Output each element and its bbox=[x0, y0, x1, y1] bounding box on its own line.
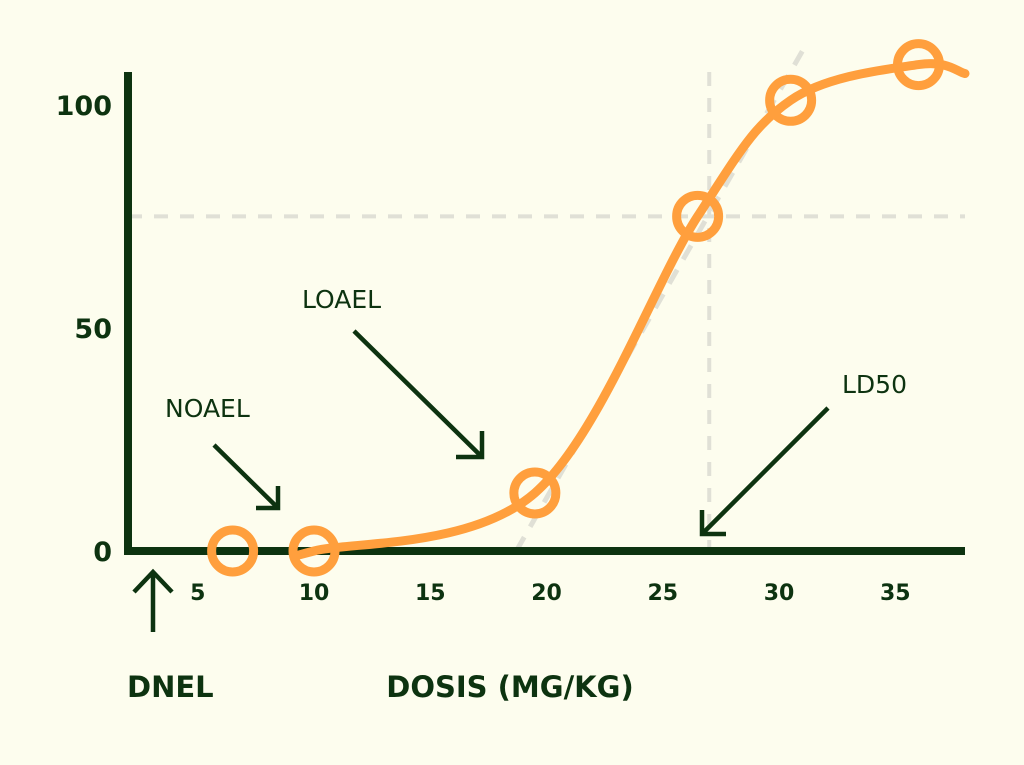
loael-arrow bbox=[352, 329, 485, 460]
noael-label: NOAEL bbox=[165, 394, 250, 423]
ld50-label: LD50 bbox=[842, 370, 907, 399]
y-tick-label: 100 bbox=[56, 91, 112, 122]
data-points bbox=[207, 39, 944, 577]
y-tick-label: 50 bbox=[74, 314, 112, 345]
data-point bbox=[765, 74, 817, 126]
x-tick-label: 30 bbox=[764, 581, 795, 606]
x-tick-label: 35 bbox=[880, 581, 911, 606]
data-point bbox=[288, 525, 340, 577]
y-tick-label: 0 bbox=[93, 537, 112, 568]
x-axis-title: DOSIS (MG/KG) bbox=[386, 670, 633, 704]
y-tick-labels: 0 50 100 bbox=[56, 91, 112, 568]
x-tick-label: 25 bbox=[647, 581, 678, 606]
loael-label: LOAEL bbox=[302, 285, 381, 314]
ld50-arrow bbox=[699, 406, 830, 537]
data-point bbox=[509, 467, 561, 519]
x-tick-labels: 5 10 15 20 25 30 35 bbox=[190, 581, 910, 606]
dnel-label: DNEL bbox=[127, 670, 214, 704]
dnel-arrow bbox=[132, 568, 174, 632]
x-tick-label: 5 bbox=[190, 581, 205, 606]
dose-response-curve bbox=[293, 59, 970, 560]
data-point bbox=[893, 39, 944, 91]
x-tick-label: 10 bbox=[299, 581, 330, 606]
x-tick-label: 15 bbox=[415, 581, 446, 606]
data-point bbox=[672, 190, 724, 242]
data-point bbox=[207, 525, 259, 577]
x-tick-label: 20 bbox=[531, 581, 562, 606]
noael-arrow bbox=[212, 443, 281, 511]
